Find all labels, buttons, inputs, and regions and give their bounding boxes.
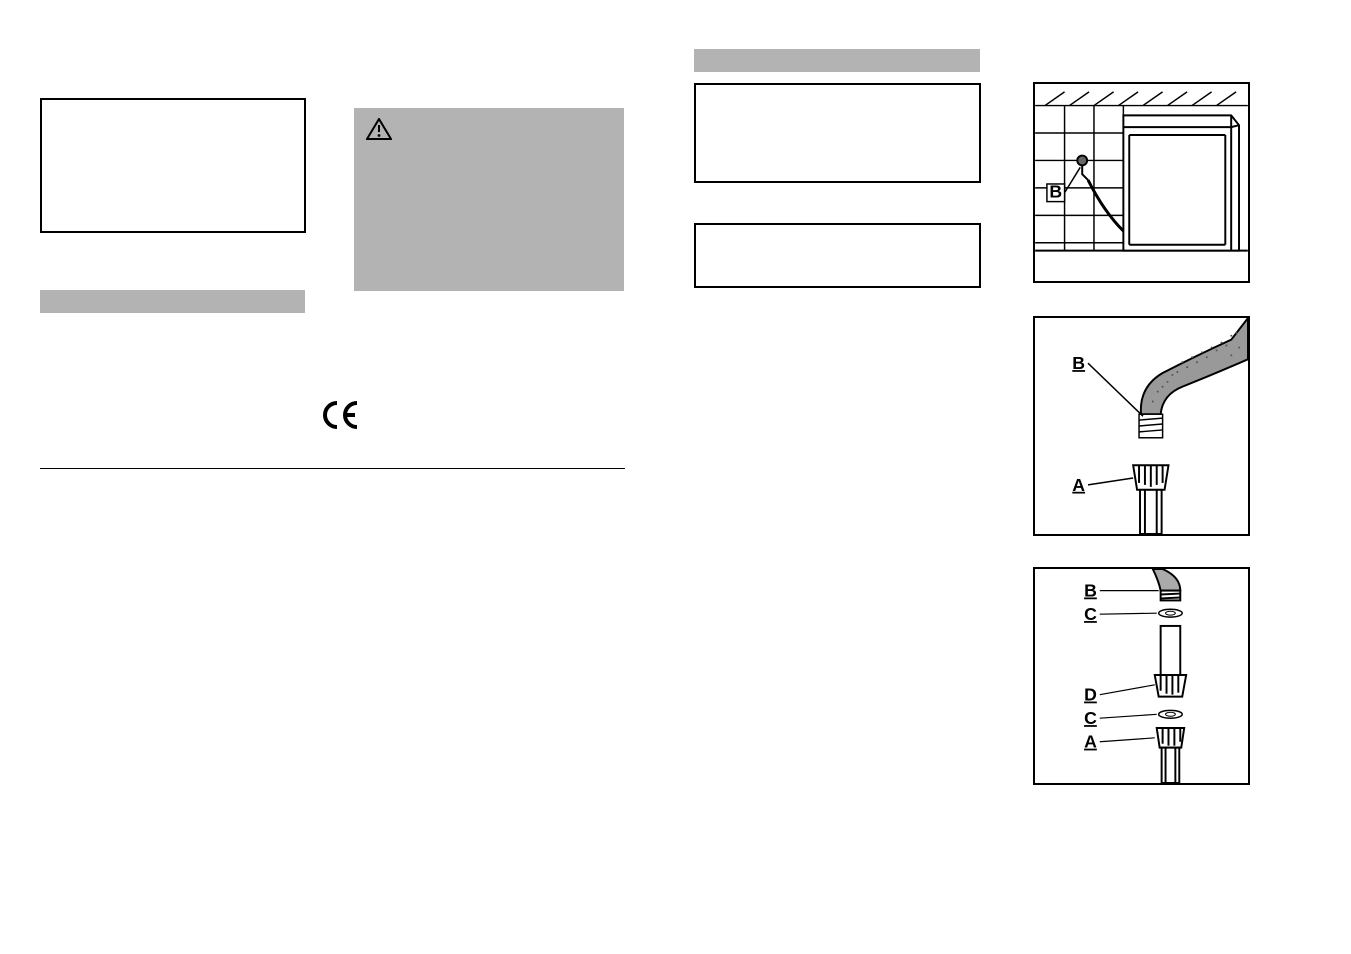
- figure2-label-a: A: [1072, 475, 1085, 495]
- section-header-right: [694, 49, 980, 72]
- figure3-label-c2: C: [1084, 708, 1097, 728]
- figure3-label-b: B: [1084, 580, 1097, 600]
- info-box-right-2: [694, 223, 981, 288]
- ce-mark: [322, 400, 362, 437]
- figure2-label-b: B: [1072, 353, 1085, 373]
- info-box-right-1: [694, 83, 981, 183]
- figure-dishwasher-wall: B: [1033, 82, 1250, 283]
- warning-icon: [366, 118, 392, 140]
- figure3-label-a: A: [1084, 732, 1097, 752]
- figure1-label-b: B: [1049, 182, 1062, 202]
- info-box-left: [40, 98, 306, 233]
- figure3-label-d: D: [1084, 685, 1097, 705]
- section-header-left: [40, 290, 305, 313]
- figure-hose-assembly: B C D C A: [1033, 567, 1250, 785]
- section-divider: [40, 468, 625, 469]
- figure-faucet-connector: B A: [1033, 316, 1250, 536]
- figure3-label-c1: C: [1084, 604, 1097, 624]
- warning-box: [354, 108, 624, 291]
